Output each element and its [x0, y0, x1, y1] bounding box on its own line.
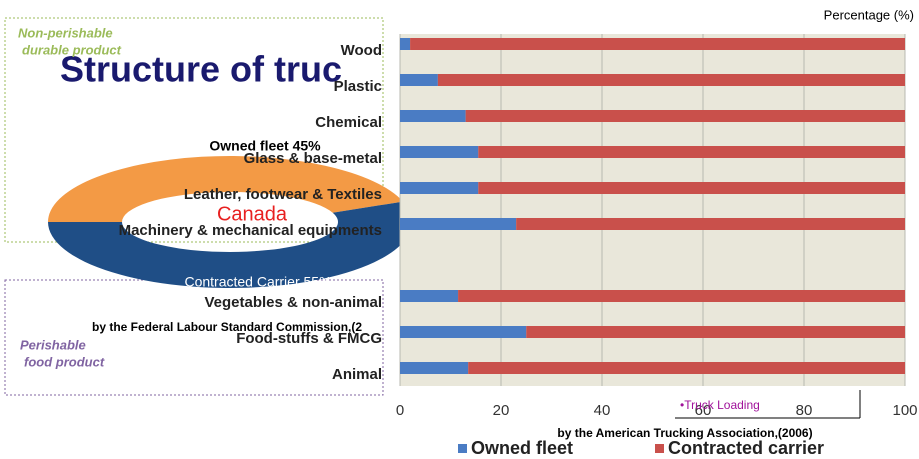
- y-tick-label: Food-stuffs & FMCG: [236, 330, 382, 347]
- source: by the American Trucking Association,(20…: [557, 426, 812, 440]
- bar-segment: [458, 290, 905, 302]
- bar-segment: [526, 326, 905, 338]
- data-label: Owned fleet 45%: [209, 138, 321, 154]
- bar-segment: [410, 38, 905, 50]
- bar-chart: 0 20 40 60 80 100 Percentage (%) Wood Plastic Che…: [119, 7, 918, 457]
- x-tick-label: 40: [594, 402, 611, 419]
- x-tick-label: 80: [796, 402, 813, 419]
- bar-segment: [400, 110, 466, 122]
- bar-segment: [400, 362, 469, 374]
- bar-segment: [468, 362, 905, 374]
- y-tick-label: Glass & base-metal: [244, 150, 382, 167]
- donut: Owned fleet 45% Contracted Carrier 55% Can…: [47, 138, 412, 290]
- center-label: Canada: [217, 203, 288, 225]
- x-tick-label: 100: [892, 402, 917, 419]
- legend-label: Owned fleet: [471, 438, 573, 458]
- group-label: Perishable: [20, 337, 86, 352]
- bar-segment: [465, 110, 905, 122]
- group-label: durable product: [22, 42, 122, 57]
- y-tick-label: Wood: [341, 42, 382, 59]
- donut-slice: [48, 201, 412, 288]
- x-tick-label: 60: [695, 402, 712, 419]
- x-tick-label: 0: [396, 402, 404, 419]
- bar-segment: [437, 74, 905, 86]
- x-tick-label: 20: [493, 402, 510, 419]
- data-label: Contracted Carrier 55%: [184, 274, 331, 290]
- group-label: food product: [24, 354, 105, 369]
- legend-swatch: [655, 444, 664, 453]
- axis-label: Percentage (%): [824, 7, 914, 22]
- bar-segment: [400, 290, 459, 302]
- bar-segment: [400, 74, 438, 86]
- source: by the Federal Labour Standard Commissio…: [92, 320, 362, 334]
- legend-swatch: [458, 444, 467, 453]
- group-box: [4, 17, 384, 243]
- bar-segment: [400, 146, 479, 158]
- slide-title: Structure of truc: [60, 49, 342, 90]
- y-tick-label: Chemical: [315, 114, 382, 131]
- bar-segment: [516, 218, 905, 230]
- bar-segment: [400, 38, 411, 50]
- y-tick-label: Vegetables & non-animal: [204, 294, 382, 311]
- bar-segment: [478, 182, 905, 194]
- bar-segment: [400, 182, 479, 194]
- y-tick-label: Leather, footwear & Textiles: [184, 186, 382, 203]
- y-tick-label: Plastic: [334, 78, 382, 95]
- bar-segment: [400, 326, 527, 338]
- bar-segment: [478, 146, 905, 158]
- donut-slice: [47, 155, 404, 222]
- y-tick-label: Machinery & mechanical equipments: [119, 222, 382, 239]
- note: •Truck Loading: [680, 398, 760, 412]
- group-label: Non-perishable: [18, 25, 113, 40]
- y-tick-label: Animal: [332, 366, 382, 383]
- legend-label: Contracted carrier: [668, 438, 824, 458]
- bar-segment: [400, 218, 517, 230]
